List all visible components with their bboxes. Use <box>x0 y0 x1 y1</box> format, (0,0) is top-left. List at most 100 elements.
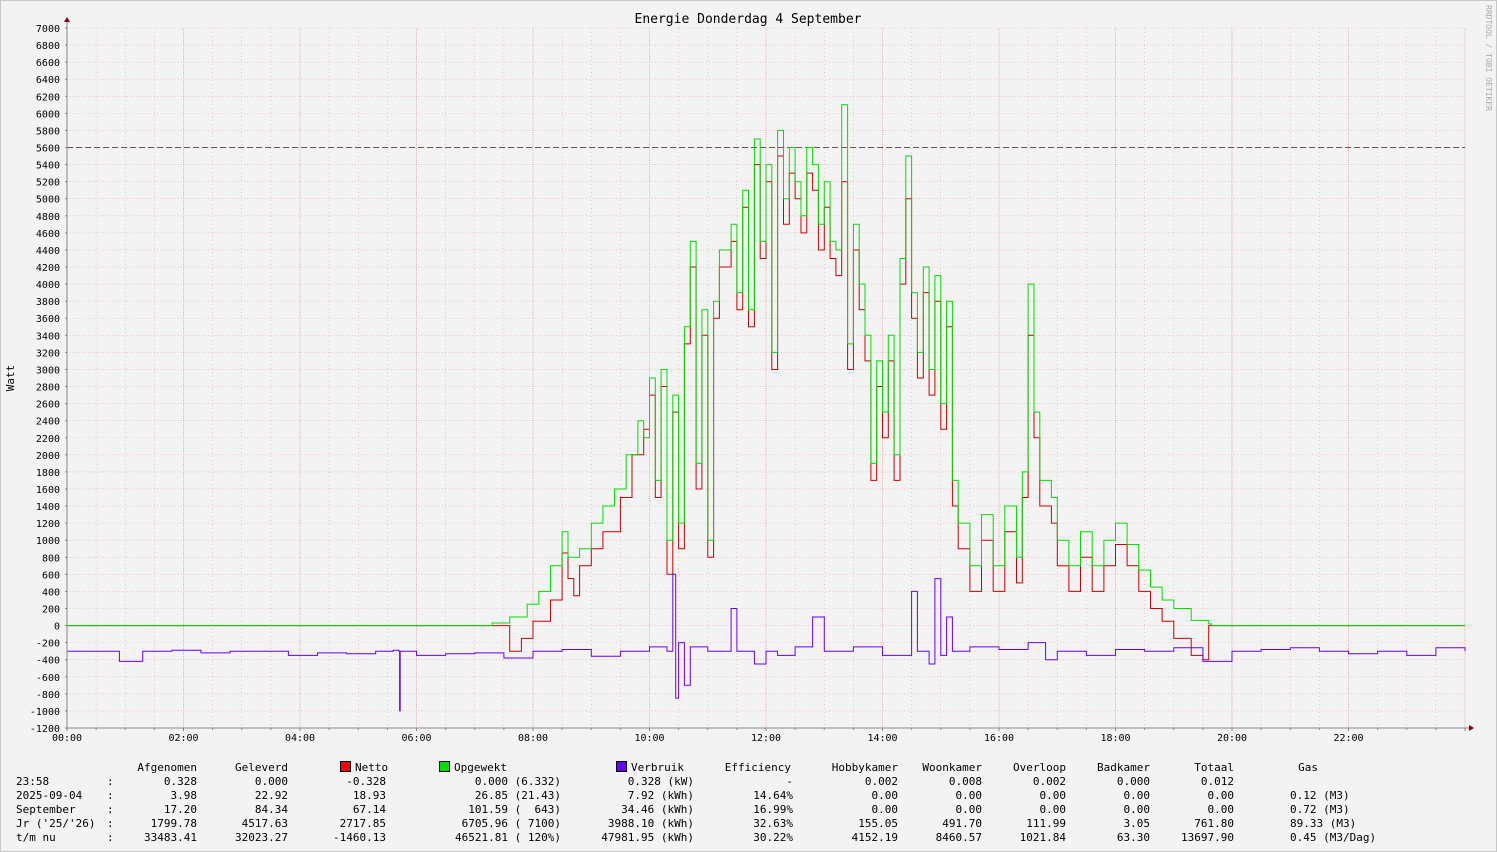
series-lines <box>67 104 1466 712</box>
legend-row-separator: : <box>107 803 114 816</box>
y-tick-label: 1600 <box>36 485 60 496</box>
y-tick-label: 0 <box>54 622 60 633</box>
x-tick-labels: 00:00 02:00 04:00 06:00 08:00 10:00 12:00 14:00… <box>52 733 1364 744</box>
legend-value: 101.59 ( 643) <box>468 803 561 816</box>
legend-value: - <box>786 775 793 788</box>
y-tick-labels: -1200 -1000 -800 -600 -400 -200 0 200 400 600 800 1… <box>30 24 60 735</box>
x-tick-label: 12:00 <box>751 733 781 744</box>
x-tick-label: 20:00 <box>1217 733 1247 744</box>
legend-value: 1021.84 <box>1019 831 1066 844</box>
legend-value: 0.00 <box>1207 803 1235 816</box>
x-tick-label: 00:00 <box>52 733 82 744</box>
legend-value: 34.46 (kWh) <box>621 803 694 816</box>
x-tick-label: 10:00 <box>634 733 664 744</box>
legend-value: 0.00 <box>1039 803 1067 816</box>
legend-value: 7.92 (kWh) <box>627 789 694 802</box>
legend-value: 3988.10 (kWh) <box>607 817 694 830</box>
y-tick-label: 1800 <box>36 468 60 479</box>
y-tick-label: 4000 <box>36 280 60 291</box>
legend-header: Afgenomen <box>137 761 197 774</box>
legend-value: 22.92 <box>254 789 288 802</box>
x-tick-label: 08:00 <box>518 733 548 744</box>
y-tick-label: 6200 <box>36 92 60 103</box>
legend-value: 0.000 (6.332) <box>474 775 561 788</box>
legend-row-separator: : <box>107 831 114 844</box>
x-tick-label: 18:00 <box>1100 733 1130 744</box>
legend-value: 3.98 <box>170 789 198 802</box>
legend-value: 63.30 <box>1116 831 1150 844</box>
y-tick-label: 3600 <box>36 314 60 325</box>
legend-value: 3.05 <box>1123 817 1151 830</box>
legend-value: 0.002 <box>864 775 898 788</box>
legend-value: 47981.95 (kWh) <box>601 831 694 844</box>
legend-value: 761.80 <box>1194 817 1234 830</box>
y-tick-label: 6000 <box>36 109 60 120</box>
legend-swatch <box>616 761 627 772</box>
legend-header: Badkamer <box>1097 761 1150 774</box>
legend-row-separator: : <box>107 775 114 788</box>
legend-value: 155.05 <box>858 817 898 830</box>
legend-value: 6705.96 ( 7100) <box>461 817 561 830</box>
legend-value: 4517.63 <box>241 817 288 830</box>
y-tick-label: 3400 <box>36 331 60 342</box>
legend-header: Geleverd <box>235 761 288 774</box>
legend-value: 0.12 (M3) <box>1290 789 1350 802</box>
y-tick-label: 2000 <box>36 451 60 462</box>
energy-chart: Energie Donderdag 4 September Watt RRDTO… <box>4 5 1493 744</box>
y-tick-label: 5000 <box>36 195 60 206</box>
legend-header-label: Opgewekt <box>454 761 507 774</box>
legend-value: 4152.19 <box>851 831 898 844</box>
legend-value: 0.00 <box>1123 789 1151 802</box>
legend-header: Woonkamer <box>922 761 982 774</box>
legend-value: 0.00 <box>1039 789 1067 802</box>
y-tick-label: 6800 <box>36 41 60 52</box>
legend-header: Netto <box>340 761 388 775</box>
y-tick-label: 1000 <box>36 536 60 547</box>
y-tick-label: 400 <box>42 587 60 598</box>
axes <box>64 17 1474 731</box>
legend-value: 8460.57 <box>935 831 982 844</box>
legend-header: Verbruik <box>616 761 684 775</box>
legend-row-separator: : <box>107 817 114 830</box>
x-tick-label: 02:00 <box>168 733 198 744</box>
legend-header-label: Verbruik <box>631 761 684 774</box>
y-tick-label: 1200 <box>36 519 60 530</box>
legend-header: Totaal <box>1194 761 1234 774</box>
legend-row-label: September <box>16 803 76 816</box>
legend-row-label: 2025-09-04 <box>16 789 83 802</box>
legend-value: 89.33 (M3) <box>1290 817 1357 830</box>
legend-value: 26.85 (21.43) <box>474 789 561 802</box>
legend-value: 0.012 <box>1200 775 1234 788</box>
y-tick-label: 4800 <box>36 212 60 223</box>
legend-row-label: Jr ('25/'26) <box>16 817 96 830</box>
legend-header-label: Netto <box>355 761 389 774</box>
legend-stats-table: Afgenomen Geleverd Netto Opgewekt Verbruik Ef… <box>0 760 1497 852</box>
y-tick-label: 3200 <box>36 348 60 359</box>
y-tick-label: 6600 <box>36 58 60 69</box>
legend-header: Overloop <box>1013 761 1066 774</box>
chart-title: Energie Donderdag 4 September <box>635 12 862 27</box>
y-tick-label: -800 <box>36 690 60 701</box>
y-tick-label: 3000 <box>36 365 60 376</box>
legend-value: 0.00 <box>871 803 899 816</box>
y-tick-label: -1000 <box>30 707 60 718</box>
legend-value: 33483.41 <box>144 831 197 844</box>
legend-value: 0.000 <box>1116 775 1150 788</box>
legend-value: 111.99 <box>1026 817 1066 830</box>
y-tick-label: -600 <box>36 673 60 684</box>
y-tick-label: 600 <box>42 570 60 581</box>
legend-value: 0.328 <box>163 775 197 788</box>
legend-value: 46521.81 ( 120%) <box>455 831 561 844</box>
y-tick-label: 2800 <box>36 383 60 394</box>
y-tick-label: 7000 <box>36 24 60 35</box>
legend-header: Opgewekt <box>439 761 507 775</box>
legend-value: 0.00 <box>871 789 899 802</box>
y-tick-label: -200 <box>36 639 60 650</box>
legend-value: -1460.13 <box>333 831 386 844</box>
y-tick-label: 4600 <box>36 229 60 240</box>
y-tick-label: 2400 <box>36 417 60 428</box>
legend-value: 84.34 <box>254 803 288 816</box>
y-tick-label: 2600 <box>36 400 60 411</box>
y-tick-label: -400 <box>36 656 60 667</box>
